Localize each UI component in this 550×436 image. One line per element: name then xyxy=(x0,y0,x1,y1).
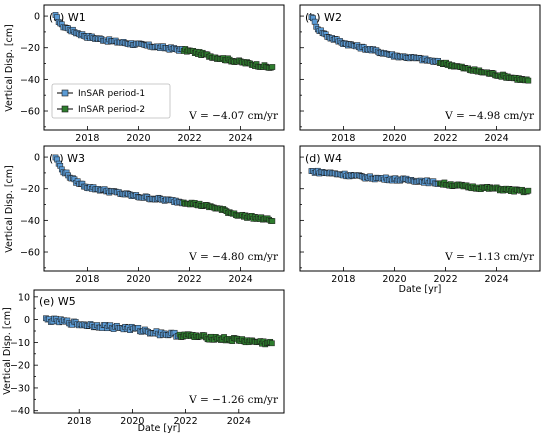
panel-w1: (a) W1 Vertical Disp. [cm] V = −4.07 cm/… xyxy=(4,4,285,144)
ticks: 2018 2020 2022 2024 0 −20 −40 −60 xyxy=(20,153,253,285)
data-point-period1 xyxy=(54,14,60,21)
y-tick-label: −40 xyxy=(20,216,40,227)
panel-w5: (e) W5 Vertical Disp. [cm] Date [yr] V =… xyxy=(2,289,285,434)
y-axis-label: Vertical Disp. [cm] xyxy=(2,307,13,394)
rate-label: V = −4.98 cm/yr xyxy=(444,110,535,122)
data-points xyxy=(52,154,276,224)
x-tick-label: 2020 xyxy=(126,133,150,144)
x-tick-label: 2024 xyxy=(485,274,509,285)
ticks: 2018 2020 2022 2024 10 0 −10 −20 −30 −40 xyxy=(10,292,251,427)
legend-marker-period2 xyxy=(61,105,69,113)
panel-w3: (c) W3 Vertical Disp. [cm] V = −4.80 cm/… xyxy=(4,145,285,285)
y-tick-label: −20 xyxy=(20,184,40,195)
y-tick-label: 0 xyxy=(34,153,40,164)
data-point-period2 xyxy=(269,64,276,70)
y-tick-label: −40 xyxy=(20,75,40,86)
legend: InSAR period-1 InSAR period-2 xyxy=(51,83,171,119)
y-tick-label: 0 xyxy=(34,12,40,23)
y-tick-label: −20 xyxy=(10,361,30,372)
x-tick-label: 2020 xyxy=(126,274,150,285)
legend-box xyxy=(51,83,171,119)
y-tick-label: −30 xyxy=(10,383,30,394)
x-axis-label: Date [yr] xyxy=(399,284,442,295)
ticks: 2018 2020 2022 2024 0 −20 −40 −60 xyxy=(20,12,253,144)
ticks: 2018 2020 2022 2024 xyxy=(300,15,509,144)
x-tick-label: 2020 xyxy=(382,133,406,144)
x-tick-label: 2018 xyxy=(75,274,99,285)
plot-frame xyxy=(299,4,541,131)
x-axis-label: Date [yr] xyxy=(138,423,181,434)
data-point-period2 xyxy=(525,77,532,84)
x-tick-label: 2024 xyxy=(229,274,253,285)
legend-label-period1: InSAR period-1 xyxy=(78,89,145,99)
ticks: 2018 2020 2022 2024 xyxy=(300,156,509,285)
x-tick-label: 2024 xyxy=(229,133,253,144)
x-tick-label: 2018 xyxy=(331,274,355,285)
y-tick-label: −40 xyxy=(10,406,30,417)
x-tick-label: 2022 xyxy=(433,133,457,144)
plot-frame xyxy=(43,145,285,272)
plot-frame xyxy=(299,145,541,272)
panel-title: (e) W5 xyxy=(39,295,76,308)
x-tick-label: 2020 xyxy=(120,416,144,427)
legend-marker-period1 xyxy=(61,89,69,97)
x-tick-label: 2018 xyxy=(331,133,355,144)
panel-w4: (d) W4 Date [yr] V = −1.13 cm/yr 2018 202… xyxy=(299,145,541,295)
y-tick-label: 0 xyxy=(24,315,30,326)
x-tick-label: 2020 xyxy=(382,274,406,285)
rate-label: V = −4.07 cm/yr xyxy=(188,110,279,122)
x-tick-label: 2022 xyxy=(177,274,201,285)
x-tick-label: 2018 xyxy=(75,133,99,144)
y-tick-label: −20 xyxy=(20,43,40,54)
rate-label: V = −4.80 cm/yr xyxy=(188,251,279,263)
y-tick-label: −10 xyxy=(10,338,30,349)
legend-label-period2: InSAR period-2 xyxy=(78,105,145,115)
x-tick-label: 2018 xyxy=(67,416,91,427)
x-tick-label: 2022 xyxy=(177,133,201,144)
data-points xyxy=(52,12,276,71)
panel-title: (d) W4 xyxy=(305,152,342,165)
data-point-period2 xyxy=(269,218,276,224)
rate-label: V = −1.13 cm/yr xyxy=(444,251,535,263)
plot-frame xyxy=(33,289,285,414)
data-point-period2 xyxy=(525,187,532,194)
plot-frame xyxy=(43,4,285,131)
y-axis-label: Vertical Disp. [cm] xyxy=(4,165,15,252)
data-points xyxy=(308,14,532,84)
y-tick-label: −60 xyxy=(20,248,40,259)
data-points xyxy=(43,315,275,348)
data-points xyxy=(308,167,532,196)
x-tick-label: 2022 xyxy=(174,416,198,427)
panel-w2: (b) W2 V = −4.98 cm/yr 2018 2020 2022 2024 xyxy=(299,4,541,144)
x-tick-label: 2024 xyxy=(485,133,509,144)
y-tick-label: 10 xyxy=(18,292,30,303)
x-tick-label: 2024 xyxy=(227,416,251,427)
y-tick-label: −60 xyxy=(20,107,40,118)
data-point-period1 xyxy=(311,18,318,25)
rate-label: V = −1.26 cm/yr xyxy=(188,394,279,406)
x-tick-label: 2022 xyxy=(433,274,457,285)
data-point-period2 xyxy=(269,340,275,347)
y-axis-label: Vertical Disp. [cm] xyxy=(4,24,15,111)
